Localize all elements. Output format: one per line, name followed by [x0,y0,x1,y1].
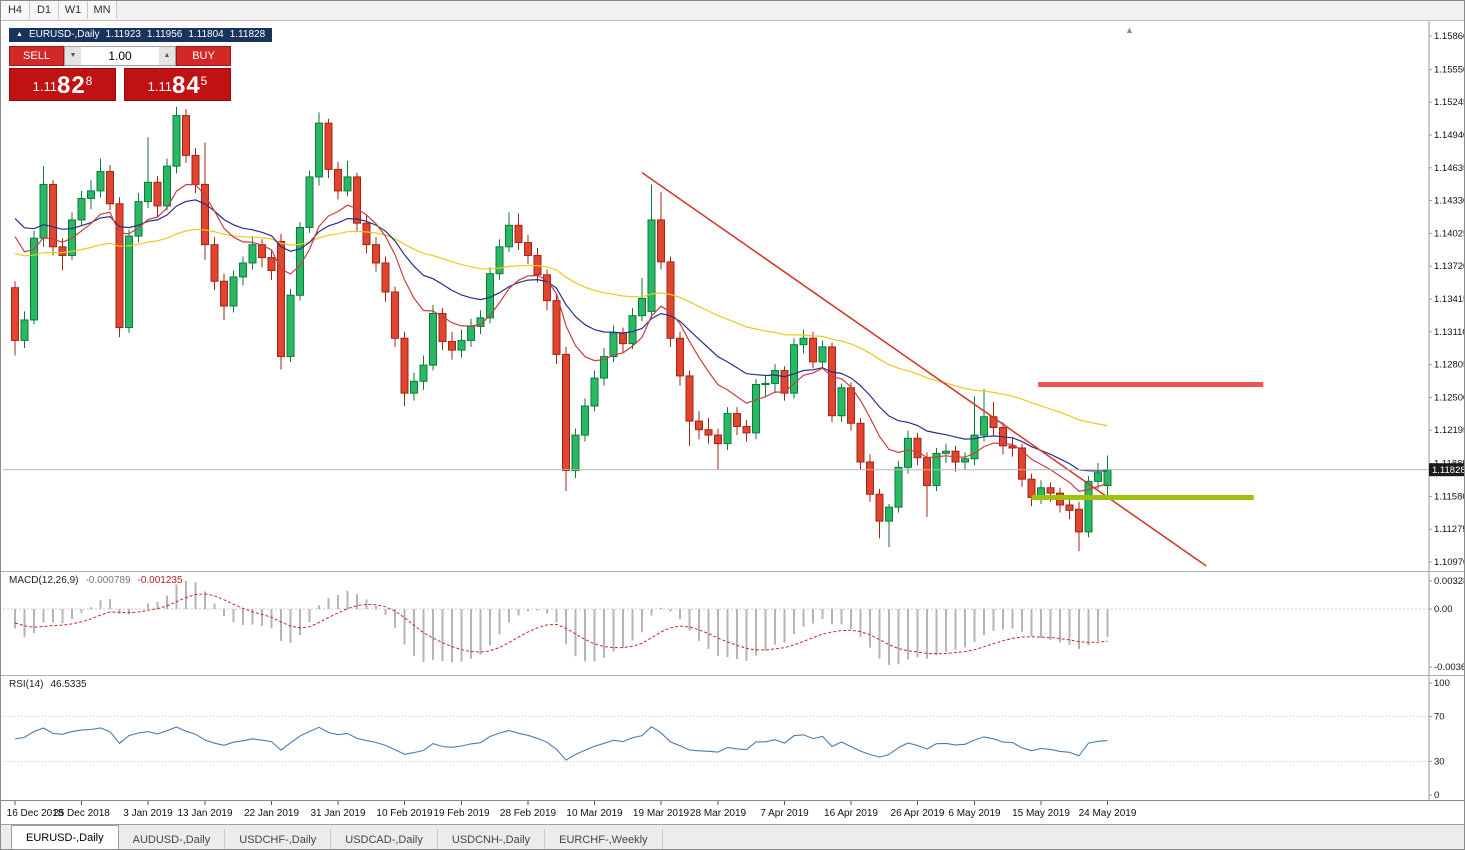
svg-text:26 Apr 2019: 26 Apr 2019 [891,808,945,819]
rsi-header: RSI(14) 46.5335 [9,679,87,690]
svg-text:1.15860: 1.15860 [1434,31,1465,42]
macd-signal-value: -0.001235 [137,575,183,586]
chart-tab-usdcad-daily[interactable]: USDCAD-,Daily [331,829,438,849]
sell-price-pips: 82 [56,72,86,99]
sell-button[interactable]: SELL [9,46,64,66]
svg-text:0.00: 0.00 [1434,604,1453,615]
volume-stepper[interactable]: ▼ 1.00 ▲ [64,46,176,66]
sell-price-prefix: 1.11 [32,79,57,94]
svg-text:1.13720: 1.13720 [1434,261,1465,272]
svg-text:25 Dec 2018: 25 Dec 2018 [53,808,110,819]
svg-text:16 Apr 2019: 16 Apr 2019 [824,808,878,819]
svg-text:10 Mar 2019: 10 Mar 2019 [566,808,623,819]
volume-input[interactable]: 1.00 [108,49,132,63]
buy-price-prefix: 1.11 [147,79,172,94]
svg-text:19 Feb 2019: 19 Feb 2019 [433,808,490,819]
sell-price-button[interactable]: 1.11 82 8 [9,68,116,101]
svg-text:28 Feb 2019: 28 Feb 2019 [500,808,557,819]
chart-shift-marker-icon[interactable]: ▲ [1125,25,1134,35]
svg-text:1.11580: 1.11580 [1434,491,1465,502]
svg-text:15 May 2019: 15 May 2019 [1012,808,1070,819]
buy-price-point: 5 [200,74,208,88]
svg-text:1.14025: 1.14025 [1434,228,1465,239]
svg-text:1.11828: 1.11828 [1432,465,1465,476]
svg-text:0.003287: 0.003287 [1434,576,1465,587]
chart-tab-usdcnh-daily[interactable]: USDCNH-,Daily [438,829,546,849]
chart-tab-eurusd-daily[interactable]: EURUSD-,Daily [11,825,119,849]
svg-text:1.15550: 1.15550 [1434,64,1465,75]
ohlc-high: 1.11956 [146,29,183,40]
chart-symbol-header: ▲ EURUSD-,Daily 1.11923 1.11956 1.11804 … [9,28,273,42]
svg-text:7 Apr 2019: 7 Apr 2019 [760,808,809,819]
macd-header: MACD(12,26,9) -0.000789 -0.001235 [9,575,183,586]
rsi-indicator-canvas[interactable]: 100 70 30 0 [1,675,1465,800]
timeframe-button-w1[interactable]: W1 [59,1,88,19]
symbol-title: EURUSD-,Daily [28,29,100,40]
timeframe-button-mn[interactable]: MN [88,1,117,19]
svg-text:0: 0 [1434,790,1439,800]
collapse-arrow-icon[interactable]: ▲ [16,31,23,38]
svg-text:1.15245: 1.15245 [1434,97,1465,108]
svg-text:1.13110: 1.13110 [1434,327,1465,338]
chart-tab-eurchf-weekly[interactable]: EURCHF-,Weekly [545,829,663,849]
volume-increase-button[interactable]: ▲ [159,47,175,65]
svg-text:1.10970: 1.10970 [1434,557,1465,568]
macd-indicator-label: MACD(12,26,9) [9,575,79,586]
buy-price-button[interactable]: 1.11 84 5 [124,68,231,101]
buy-price-pips: 84 [171,72,201,99]
svg-text:31 Jan 2019: 31 Jan 2019 [310,808,365,819]
svg-text:28 Mar 2019: 28 Mar 2019 [690,808,747,819]
svg-text:1.12500: 1.12500 [1434,392,1465,403]
svg-text:-0.003659: -0.003659 [1434,662,1465,673]
svg-text:24 May 2019: 24 May 2019 [1079,808,1137,819]
svg-text:1.11275: 1.11275 [1434,524,1465,535]
rsi-indicator-label: RSI(14) [9,679,44,690]
svg-text:1.14940: 1.14940 [1434,130,1465,141]
svg-text:19 Mar 2019: 19 Mar 2019 [633,808,690,819]
rsi-value: 46.5335 [50,679,87,690]
chart-tab-usdchf-daily[interactable]: USDCHF-,Daily [225,829,332,849]
ohlc-close: 1.11828 [229,29,266,40]
svg-text:1.14330: 1.14330 [1434,196,1465,207]
svg-text:10 Feb 2019: 10 Feb 2019 [376,808,433,819]
svg-text:30: 30 [1434,756,1445,767]
svg-text:70: 70 [1434,712,1445,723]
ohlc-open: 1.11923 [105,29,141,40]
svg-text:1.14635: 1.14635 [1434,163,1465,174]
svg-text:22 Jan 2019: 22 Jan 2019 [244,808,299,819]
ohlc-low: 1.11804 [188,29,224,40]
svg-text:1.12195: 1.12195 [1434,425,1465,436]
volume-decrease-button[interactable]: ▼ [65,47,81,65]
chart-tab-bar: EURUSD-,Daily AUDUSD-,Daily USDCHF-,Daily U… [1,824,1464,849]
svg-text:6 May 2019: 6 May 2019 [948,808,1001,819]
svg-text:13 Jan 2019: 13 Jan 2019 [177,808,232,819]
sell-price-point: 8 [85,74,93,88]
macd-main-value: -0.000789 [85,575,131,586]
timeframe-button-h4[interactable]: H4 [1,1,30,19]
buy-button[interactable]: BUY [176,46,231,66]
svg-text:100: 100 [1434,678,1450,689]
timeframe-toolbar: H4 D1 W1 MN [1,1,1464,21]
svg-text:1.12805: 1.12805 [1434,360,1465,371]
timeframe-button-d1[interactable]: D1 [30,1,59,19]
svg-text:1.13415: 1.13415 [1434,294,1465,305]
svg-text:3 Jan 2019: 3 Jan 2019 [123,808,173,819]
chart-tab-audusd-daily[interactable]: AUDUSD-,Daily [119,829,226,849]
one-click-trading-panel: SELL ▼ 1.00 ▲ BUY 1.11 82 8 1.11 84 5 [9,46,231,101]
macd-indicator-canvas[interactable]: 0.003287 0.00 -0.003659 [1,571,1465,675]
main-chart-canvas[interactable]: 1.15860 1.15550 1.15245 1.14940 1.14635 1.143… [1,20,1465,571]
svg-text:16 Dec 2018: 16 Dec 2018 [7,808,64,819]
